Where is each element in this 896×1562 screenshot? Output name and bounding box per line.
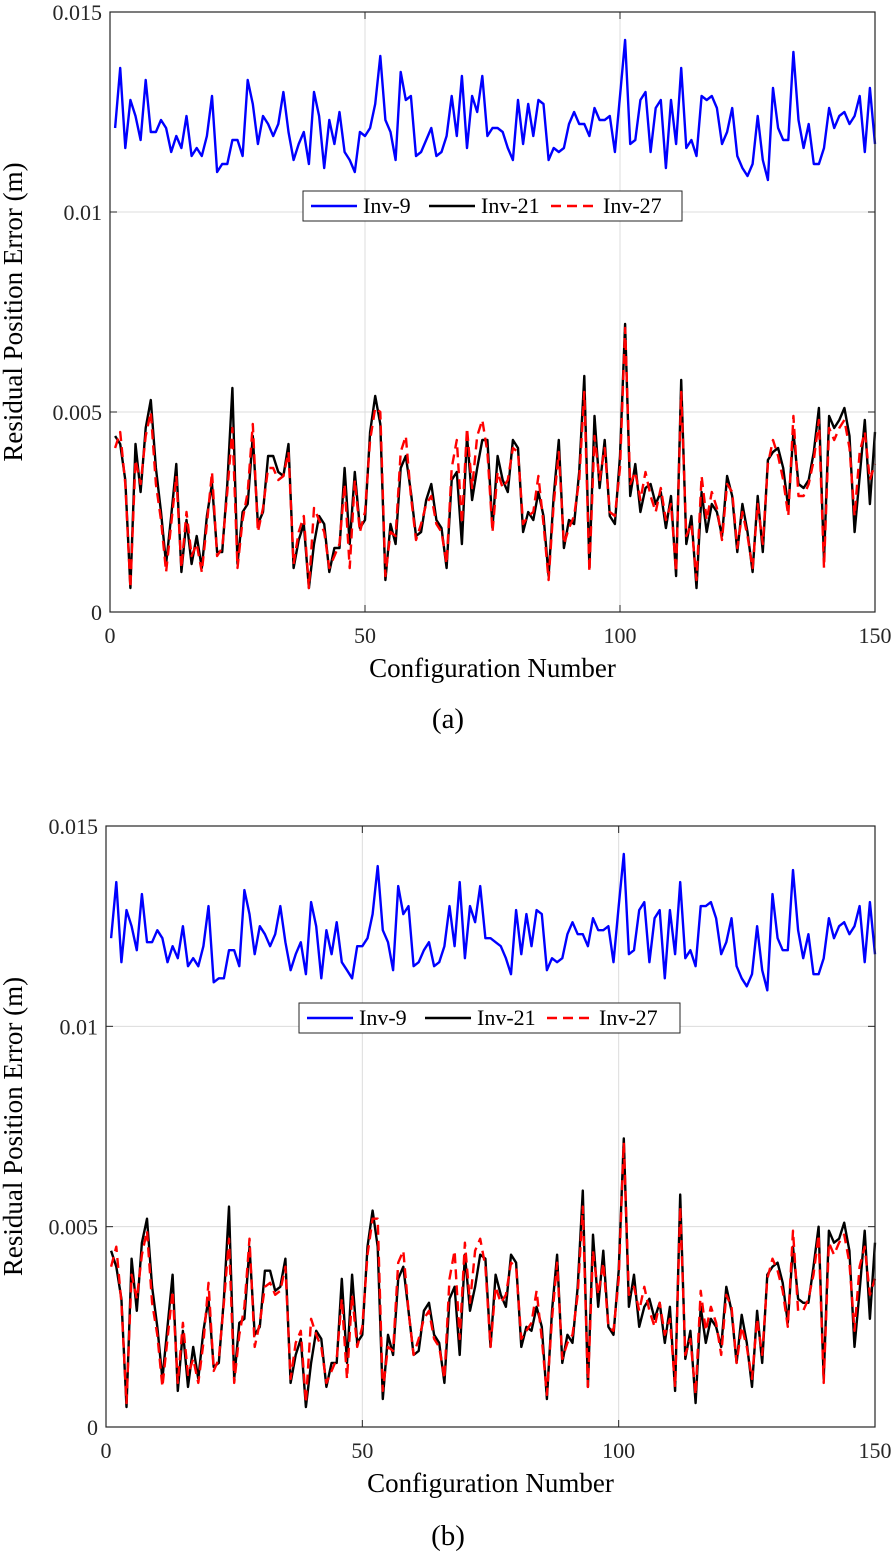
y-tick-label: 0 <box>91 600 102 625</box>
y-tick-label: 0.005 <box>53 400 103 425</box>
legend-label-inv-21: Inv-21 <box>481 193 540 218</box>
x-tick-label: 100 <box>602 1438 635 1463</box>
chart-panel-b: 0 50 100 150 0 0.005 0.01 0.015 Configuration Nu… <box>0 814 892 1498</box>
legend-label-inv-21: Inv-21 <box>477 1005 536 1030</box>
series-line-inv-9 <box>113 38 877 182</box>
y-tick-label: 0.005 <box>49 1215 99 1240</box>
x-tick-label: 50 <box>351 1438 373 1463</box>
series-line-inv-27 <box>109 1141 877 1405</box>
y-tick-label: 0.015 <box>49 814 99 839</box>
y-tick-label: 0.01 <box>60 1014 99 1039</box>
legend: Inv-9 Inv-21 Inv-27 <box>298 1002 681 1034</box>
legend-label-inv-9: Inv-9 <box>359 1005 407 1030</box>
x-tick-label: 50 <box>354 623 376 648</box>
axes-frame <box>109 11 876 613</box>
x-tick-label: 150 <box>859 1438 892 1463</box>
y-tick-label: 0.01 <box>64 200 103 225</box>
x-axis-label: Configuration Number <box>367 1468 614 1498</box>
series-line-inv-27 <box>113 326 877 590</box>
y-tick-label: 0 <box>87 1415 98 1440</box>
series-line-inv-9 <box>109 852 877 992</box>
x-tick-label: 0 <box>101 1438 112 1463</box>
x-tick-label: 100 <box>604 623 637 648</box>
chart-panel-a: 0 50 100 150 0 0.005 0.01 0.015 Configuration Nu… <box>0 0 892 683</box>
panel-caption-b: (b) <box>431 1520 465 1552</box>
x-tick-label: 150 <box>859 623 892 648</box>
x-axis-label: Configuration Number <box>369 653 616 683</box>
legend-label-inv-9: Inv-9 <box>363 193 411 218</box>
legend: Inv-9 Inv-21 Inv-27 <box>302 190 683 222</box>
axes-frame <box>105 825 876 1428</box>
legend-label-inv-27: Inv-27 <box>603 193 662 218</box>
y-axis-label: Residual Position Error (m) <box>0 162 28 461</box>
legend-box <box>302 190 683 222</box>
panel-caption-a: (a) <box>431 703 465 735</box>
legend-label-inv-27: Inv-27 <box>599 1005 658 1030</box>
legend-box <box>298 1002 681 1034</box>
y-tick-label: 0.015 <box>53 0 103 25</box>
x-tick-label: 0 <box>105 623 116 648</box>
y-axis-label: Residual Position Error (m) <box>0 977 28 1276</box>
